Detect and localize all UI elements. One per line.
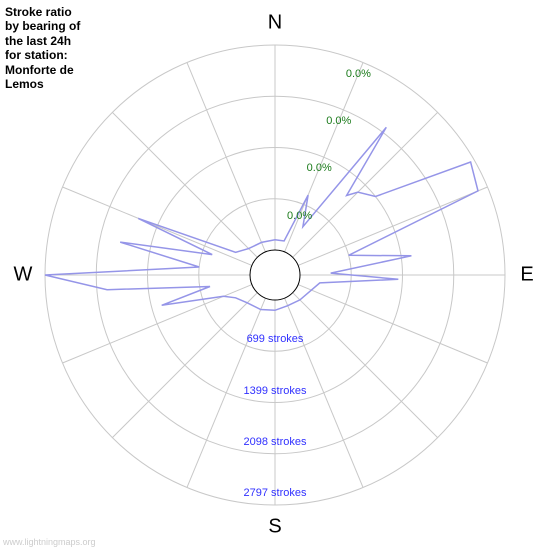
polar-chart xyxy=(0,0,550,550)
compass-w: W xyxy=(14,264,33,287)
percent-label: 0.0% xyxy=(326,115,351,127)
compass-e: E xyxy=(520,264,533,287)
percent-label: 0.0% xyxy=(307,162,332,174)
compass-s: S xyxy=(268,516,281,539)
watermark: www.lightningmaps.org xyxy=(3,537,96,547)
compass-n: N xyxy=(268,12,282,35)
percent-label: 0.0% xyxy=(346,68,371,80)
stroke-label: 699 strokes xyxy=(247,333,304,345)
percent-label: 0.0% xyxy=(287,210,312,222)
stroke-label: 1399 strokes xyxy=(244,385,307,397)
stroke-label: 2098 strokes xyxy=(244,436,307,448)
stroke-label: 2797 strokes xyxy=(244,487,307,499)
chart-title: Stroke ratio by bearing of the last 24h … xyxy=(5,5,80,91)
